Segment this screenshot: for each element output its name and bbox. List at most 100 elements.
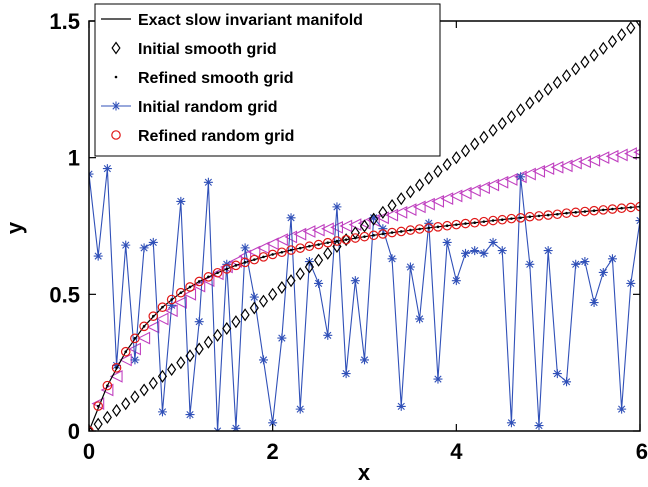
initial-smooth-grid-marker — [304, 260, 314, 274]
initial-random-grid-marker — [543, 246, 553, 256]
initial-random-grid-marker — [552, 369, 562, 379]
legend-label: Refined random grid — [138, 128, 294, 145]
refined-smooth-grid-marker — [280, 250, 284, 254]
initial-smooth-grid-marker — [543, 82, 553, 96]
refined-random-grid-marker — [166, 294, 177, 305]
refined-random-grid-marker — [93, 401, 103, 411]
refined-smooth-grid-marker — [390, 231, 394, 234]
triangle-marker — [477, 181, 490, 195]
initial-random-grid-marker — [102, 164, 112, 174]
refined-random-grid-marker — [249, 254, 260, 265]
refined-smooth-grid-marker — [546, 213, 550, 217]
initial-random-grid-marker — [258, 355, 268, 365]
y-tick-label: 0 — [68, 419, 80, 444]
initial-random-grid-marker — [415, 314, 425, 324]
initial-random-grid-marker — [167, 300, 177, 310]
refined-smooth-grid-marker — [528, 215, 532, 219]
initial-random-grid-marker — [607, 254, 617, 264]
triangle-marker — [256, 241, 270, 255]
refined-random-grid-marker — [506, 213, 517, 224]
refined-random-grid-marker — [286, 245, 296, 255]
refined-smooth-grid-marker — [96, 404, 100, 408]
initial-random-grid-marker — [194, 317, 204, 327]
initial-random-grid-marker — [341, 369, 351, 379]
refined-smooth-grid-marker — [464, 222, 467, 225]
initial-smooth-grid-marker — [589, 48, 599, 62]
initial-random-grid-marker — [479, 248, 489, 258]
initial-smooth-grid-marker — [240, 308, 250, 322]
triangle-marker — [449, 189, 463, 203]
initial-random-grid-marker — [433, 374, 443, 384]
refined-random-grid-marker — [616, 203, 627, 214]
initial-random-grid-marker — [534, 421, 544, 431]
refined-random-grid-marker — [350, 233, 361, 243]
initial-smooth-grid-marker — [167, 362, 177, 377]
refined-random-grid-marker — [469, 217, 480, 228]
refined-random-grid-marker — [433, 222, 443, 232]
initial-random-grid-marker — [176, 196, 186, 206]
initial-random-grid-marker — [497, 246, 507, 256]
initial-smooth-grid-marker — [258, 294, 269, 308]
refined-smooth-grid-marker — [289, 248, 293, 252]
refined-smooth-grid-marker — [409, 228, 412, 232]
initial-smooth-grid-marker — [451, 151, 461, 165]
legend-entry: Initial random grid — [101, 99, 278, 116]
triangle-marker — [403, 203, 417, 216]
refined-random-grid-marker — [258, 252, 269, 262]
initial-smooth-grid-marker — [89, 424, 94, 431]
initial-smooth-grid-marker — [222, 321, 232, 336]
triangle-marker — [109, 369, 123, 383]
initial-smooth-grid-marker — [561, 69, 572, 83]
triangle-marker — [422, 197, 435, 211]
initial-random-grid-marker — [470, 246, 480, 256]
refined-random-grid-marker — [111, 363, 122, 373]
refined-smooth-grid-marker — [170, 298, 173, 301]
refined-random-grid-marker — [607, 204, 618, 214]
initial-random-grid-marker — [360, 355, 369, 365]
refined-smooth-grid-marker — [326, 241, 330, 244]
initial-smooth-grid-marker — [157, 369, 168, 383]
initial-smooth-grid-marker — [341, 233, 351, 247]
initial-smooth-grid-marker — [130, 390, 140, 404]
legend-label: Initial smooth grid — [138, 41, 277, 58]
initial-random-grid-marker — [525, 259, 535, 269]
initial-smooth-grid-marker — [488, 123, 498, 137]
refined-random-grid-marker — [102, 380, 113, 391]
refined-random-grid-marker — [414, 224, 425, 234]
initial-random-grid-marker — [268, 418, 278, 428]
refined-smooth-grid-marker — [161, 305, 164, 309]
refined-smooth-grid-marker — [418, 227, 421, 231]
refined-smooth-grid-marker — [381, 232, 385, 236]
refined-random-grid-marker — [277, 247, 287, 258]
refined-random-grid-marker — [561, 208, 572, 218]
legend-entry: Refined smooth grid — [114, 70, 294, 87]
refined-random-grid-marker — [139, 321, 149, 332]
triangle-marker — [376, 211, 389, 225]
x-tick-label: 0 — [83, 439, 95, 464]
initial-smooth-grid-marker — [387, 198, 397, 213]
refined-random-grid-marker — [378, 229, 388, 239]
refined-smooth-grid-marker — [482, 220, 486, 223]
initial-smooth-grid-marker — [277, 280, 287, 295]
initial-smooth-grid-marker — [552, 75, 562, 90]
initial-random-grid-marker — [286, 213, 296, 223]
triangle-marker — [265, 237, 279, 251]
refined-random-grid-marker — [240, 257, 250, 268]
initial-smooth-grid-marker — [148, 376, 158, 390]
refined-smooth-grid-marker — [253, 258, 256, 261]
triangle-marker — [532, 164, 546, 178]
refined-smooth-grid-marker — [473, 221, 477, 225]
refined-random-grid-marker — [359, 231, 370, 242]
x-tick-label: 4 — [450, 439, 463, 464]
initial-random-grid-marker — [580, 257, 590, 267]
initial-smooth-grid-marker — [194, 342, 204, 356]
initial-smooth-grid-marker — [139, 383, 149, 397]
initial-random-grid-marker — [451, 276, 461, 286]
refined-smooth-grid-marker — [537, 214, 541, 218]
refined-smooth-grid-marker — [445, 224, 449, 228]
refined-random-grid-marker — [304, 241, 315, 252]
refined-smooth-grid-marker — [565, 211, 568, 215]
initial-smooth-grid-marker — [506, 110, 517, 124]
initial-smooth-grid-marker — [121, 397, 131, 411]
initial-random-grid-marker — [571, 259, 581, 269]
